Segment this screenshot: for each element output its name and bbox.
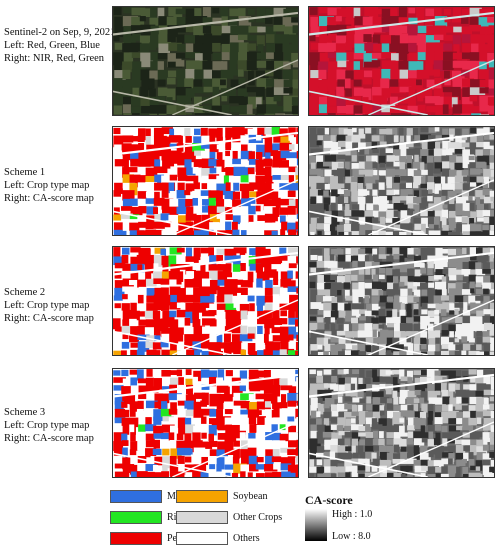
row-label-scheme-1: Scheme 1 Left: Crop type map Right: CA-s… [4,166,94,205]
legend-label: Soybean [233,490,268,502]
ca-score-legend: CA-score High : 1.0 Low : 8.0 [305,493,455,548]
label-line: Scheme 2 [4,287,46,298]
ca-score-title: CA-score [305,493,353,507]
scheme-2-crop-type-map [112,246,299,356]
legend-item-others: Others [176,531,260,545]
legend-swatch [176,489,228,503]
ca-score-low-label: Low : 8.0 [332,531,371,542]
label-line: Right: NIR, Red, Green [4,53,105,64]
legend-swatch [176,531,228,545]
label-line: Left: Crop type map [4,300,90,311]
label-line: Right: CA-score map [4,433,94,444]
row-label-scheme-3: Scheme 3 Left: Crop type map Right: CA-s… [4,406,94,445]
label-line: Sentinel-2 on Sep, 9, 2021 [4,27,116,38]
rgb-image [112,6,299,116]
label-line: Right: CA-score map [4,313,94,324]
legend-swatch [110,489,162,503]
legend-swatch [110,510,162,524]
scheme-3-crop-type-map [112,368,299,478]
label-line: Left: Crop type map [4,180,90,191]
label-line: Left: Crop type map [4,420,90,431]
label-line: Right: CA-score map [4,193,94,204]
row-label-scheme-2: Scheme 2 Left: Crop type map Right: CA-s… [4,286,94,325]
legend-label: Other Crops [233,511,283,523]
legend-item-other-crops: Other Crops [176,510,282,524]
legend-item-soybean: Soybean [176,489,267,503]
legend-swatch [176,510,228,524]
label-line: Scheme 3 [4,407,46,418]
ca-score-high-label: High : 1.0 [332,509,373,520]
legend-label: Others [233,532,260,544]
label-line: Scheme 1 [4,167,46,178]
scheme-2-ca-score-map [308,246,495,356]
false-color-image [308,6,495,116]
crop-type-legend: Maize Soybean Rice Other Crops Peanut Ot… [110,489,300,547]
scheme-1-ca-score-map [308,126,495,236]
scheme-3-ca-score-map [308,368,495,478]
row-label-sentinel: Sentinel-2 on Sep, 9, 2021 Left: Red, Gr… [4,26,115,65]
ca-score-gradient-bar [305,509,327,541]
label-line: Left: Red, Green, Blue [4,40,100,51]
scheme-1-crop-type-map [112,126,299,236]
legend-swatch [110,531,162,545]
legend-item-rice: Rice [110,510,185,524]
